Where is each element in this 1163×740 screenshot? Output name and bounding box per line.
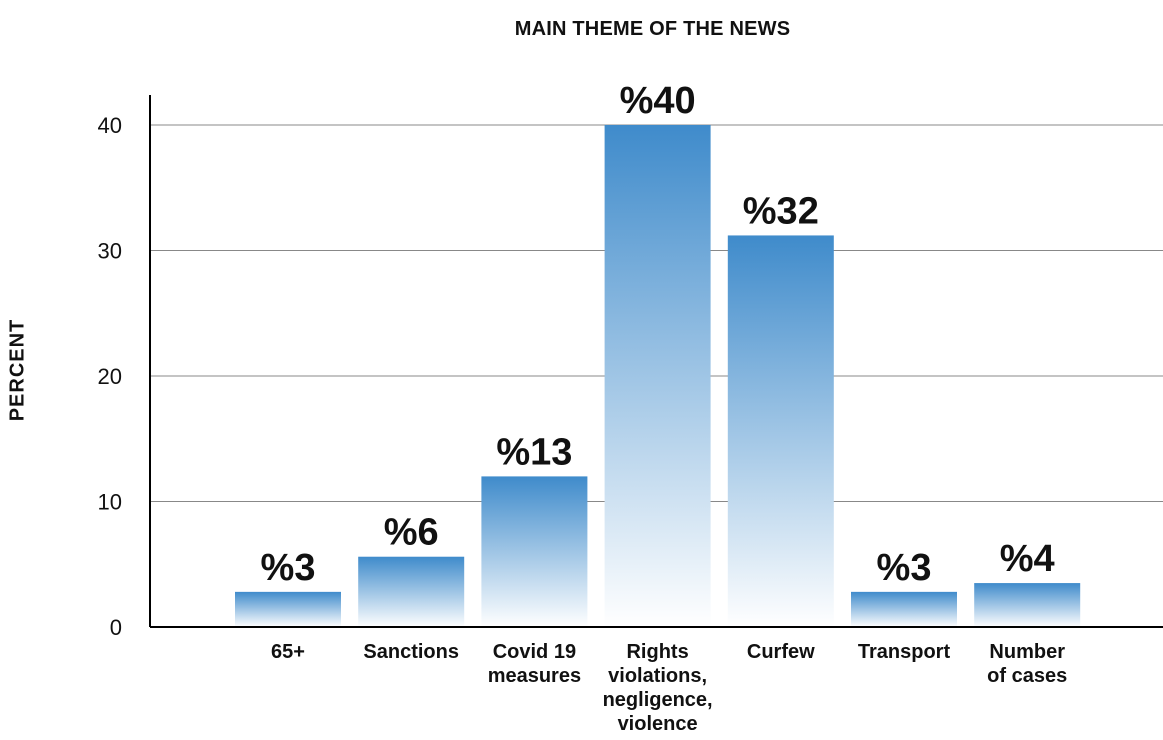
data-label: %4 [1000,538,1055,580]
chart-title: MAIN THEME OF THE NEWS [514,18,791,40]
x-category-label-line: Curfew [747,641,815,663]
y-tick-label: 0 [110,615,122,640]
bar [974,583,1081,627]
axes [149,95,1163,628]
bars [235,125,1081,627]
y-tick-label: 10 [98,490,122,515]
bar [727,235,834,627]
x-category-label-line: measures [488,665,581,687]
x-category-label-line: Transport [858,641,951,663]
x-category-label-line: 65+ [271,641,305,663]
bar [481,476,588,627]
x-category-label: Curfew [747,641,815,663]
data-label: %13 [496,431,572,473]
labels: 0 10 20 30 40 %3 65+ %6 Sanctions %13 Covid 19 meas… [98,80,1068,735]
x-category-label: Sanctions [363,641,459,663]
data-label: %3 [877,547,932,589]
x-category-label-line: of cases [987,665,1067,687]
bar [851,591,957,627]
x-category-label-line: Rights [626,641,688,663]
bar [235,591,341,627]
x-category-label-line: negligence, [603,689,713,711]
data-label: %40 [620,80,696,122]
bar [604,125,711,627]
x-category-label: Covid 19 measures [488,641,581,687]
x-category-label-line: Sanctions [363,641,459,663]
x-category-label: Transport [858,641,951,663]
y-tick-label: 20 [98,364,122,389]
x-category-label-line: violations, [608,665,707,687]
y-tick-label: 30 [98,239,122,264]
x-category-label-line: violence [618,713,698,735]
y-tick-label: 40 [98,113,122,138]
x-category-label: Rights violations, negligence, violence [603,641,713,735]
data-label: %6 [384,512,439,554]
x-category-label: 65+ [271,641,305,663]
data-label: %32 [743,190,819,232]
data-label: %3 [261,547,316,589]
x-category-label: Number of cases [987,641,1067,687]
bar [358,556,465,627]
x-category-label-line: Covid 19 [493,641,576,663]
x-category-label-line: Number [989,641,1065,663]
